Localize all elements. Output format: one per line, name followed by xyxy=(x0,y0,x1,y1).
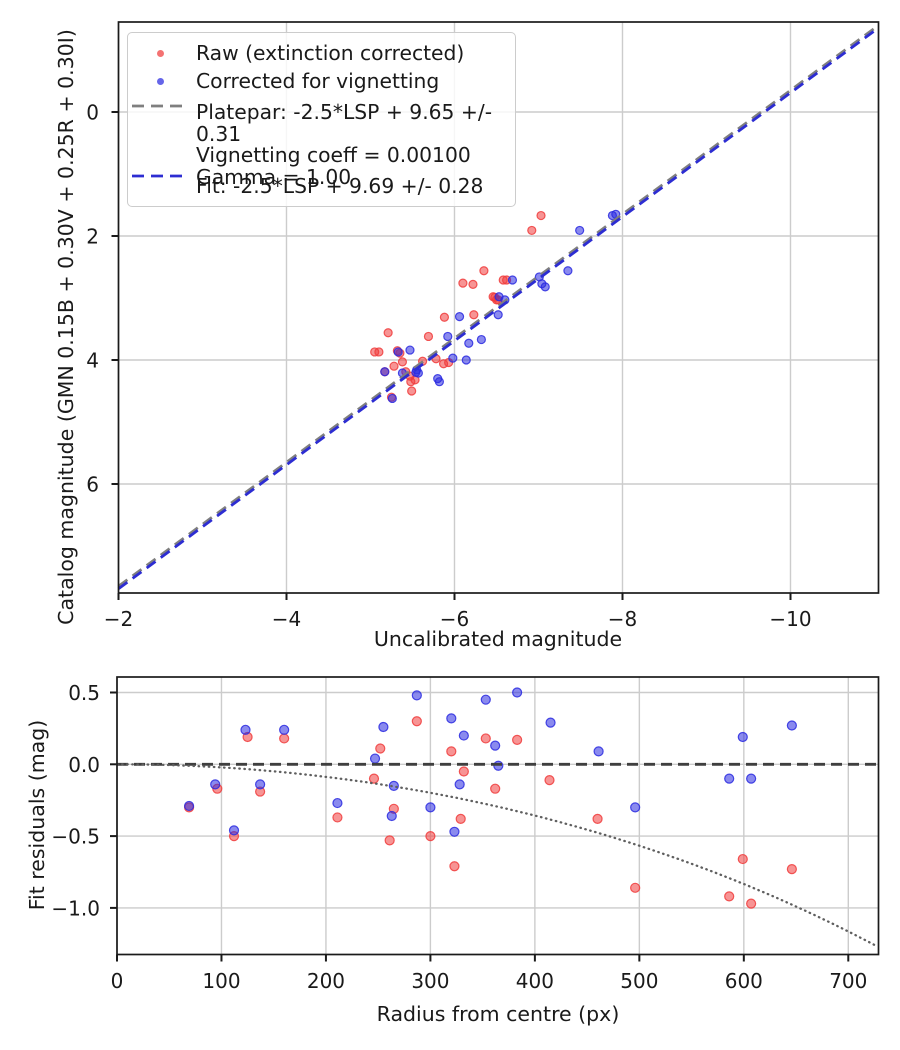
scatter-raw-extinction-corrected- xyxy=(370,210,546,402)
raw-scatter-marker-icon xyxy=(132,49,188,57)
x-tick-label: −6 xyxy=(440,607,469,631)
y-tick-label: 0.0 xyxy=(68,753,100,777)
legend-item-platepar: Platepar: -2.5*LSP + 9.65 +/- 0.31 Vigne… xyxy=(132,100,515,189)
top-plot-y-axis-label: Catalog magnitude (GMN 0.15B + 0.30V + 0… xyxy=(54,29,78,625)
x-tick-label: 200 xyxy=(307,969,345,993)
legend-label-platepar: Platepar: -2.5*LSP + 9.65 +/- 0.31 Vigne… xyxy=(196,100,493,189)
legend-item-corrected: Corrected for vignetting xyxy=(132,67,439,95)
legend-item-raw: Raw (extinction corrected) xyxy=(132,39,464,67)
corrected-scatter-marker-icon xyxy=(132,77,188,85)
scatter-corrected-residuals xyxy=(183,687,797,837)
x-tick-label: 700 xyxy=(829,969,867,993)
y-tick-label: 0 xyxy=(86,101,99,125)
x-tick-label: −2 xyxy=(104,607,133,631)
axes-box-1 xyxy=(116,676,880,956)
bottom-plot-y-axis-label: Fit residuals (mag) xyxy=(25,719,49,911)
bottom-plot-x-axis-label: Radius from centre (px) xyxy=(376,1002,620,1026)
y-tick-label: −0.5 xyxy=(51,825,100,849)
legend-label-corrected: Corrected for vignetting xyxy=(196,69,440,93)
x-tick-label: 0 xyxy=(111,969,124,993)
vignetting-model xyxy=(115,763,879,948)
ticks-0: −2 −4 −6 −8 −10 0 2 4 6 xyxy=(86,101,811,632)
grid-1 xyxy=(116,677,879,955)
plot-1: 0 100 200 300 400 500 600 700 0.5 0.0 −0.5 −1.0 xyxy=(51,676,880,993)
legend: Raw (extinction corrected) Corrected for… xyxy=(127,32,516,207)
x-tick-label: 600 xyxy=(725,969,763,993)
legend-label-raw: Raw (extinction corrected) xyxy=(196,41,465,65)
y-tick-label: 6 xyxy=(86,473,99,497)
top-plot-x-axis-label: Uncalibrated magnitude xyxy=(373,627,623,651)
y-tick-label: 4 xyxy=(86,349,99,373)
x-tick-label: 500 xyxy=(620,969,658,993)
x-tick-label: 300 xyxy=(411,969,449,993)
x-tick-label: 400 xyxy=(516,969,554,993)
x-tick-label: −10 xyxy=(769,607,811,631)
axes-box-0 xyxy=(117,21,880,594)
ticks-1: 0 100 200 300 400 500 600 700 0.5 0.0 −0.5 −1.0 xyxy=(51,681,867,993)
legend-label-fit: Fit: -2.5*LSP + 9.69 +/- 0.28 xyxy=(196,174,484,198)
legend-item-fit: Fit: -2.5*LSP + 9.69 +/- 0.28 xyxy=(132,172,483,200)
scatter-corrected-for-vignetting xyxy=(380,209,621,404)
y-tick-label: 2 xyxy=(86,225,99,249)
x-tick-label: −4 xyxy=(272,607,301,631)
y-tick-label: 0.5 xyxy=(68,681,100,705)
y-tick-label: −1.0 xyxy=(51,896,100,920)
x-tick-label: −8 xyxy=(608,607,637,631)
x-tick-label: 100 xyxy=(202,969,240,993)
